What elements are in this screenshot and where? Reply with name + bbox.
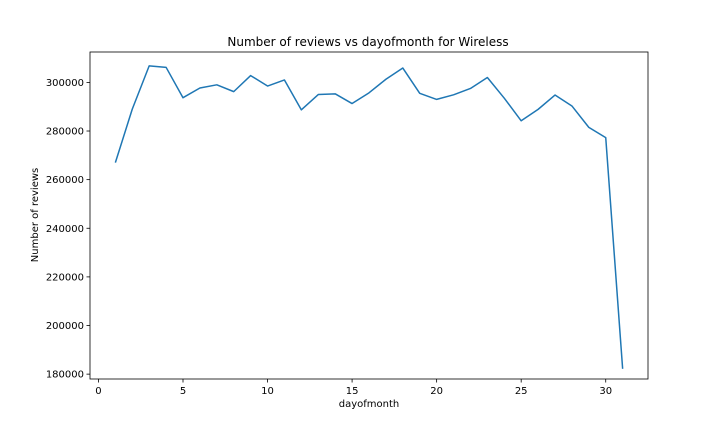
y-tick-label: 300000 [46, 78, 84, 89]
y-tick-label: 240000 [46, 224, 84, 235]
series-layer [114, 65, 624, 369]
x-tick-label: 30 [599, 386, 612, 397]
series-line [114, 65, 624, 369]
x-tick-label: 20 [430, 386, 443, 397]
y-axis-label: Number of reviews [30, 168, 41, 262]
x-tick-label: 5 [180, 386, 186, 397]
x-tick-label: 10 [261, 386, 274, 397]
y-axis: 180000 200000 220000 240000 260000 280000 3000… [46, 78, 90, 381]
y-tick-label: 260000 [46, 175, 84, 186]
x-tick-label: 0 [95, 386, 101, 397]
y-tick-label: 280000 [46, 127, 84, 138]
y-tick-label: 180000 [46, 370, 84, 381]
plot-area [90, 52, 648, 379]
x-tick-label: 15 [346, 386, 359, 397]
x-tick-label: 25 [515, 386, 528, 397]
chart-title: Number of reviews vs dayofmonth for Wire… [227, 35, 508, 49]
plot-frame [89, 51, 649, 380]
y-tick-label: 220000 [46, 272, 84, 283]
x-axis: 0 5 10 15 20 25 30 [95, 379, 612, 397]
y-tick-label: 200000 [46, 321, 84, 332]
x-axis-label: dayofmonth [339, 399, 400, 410]
